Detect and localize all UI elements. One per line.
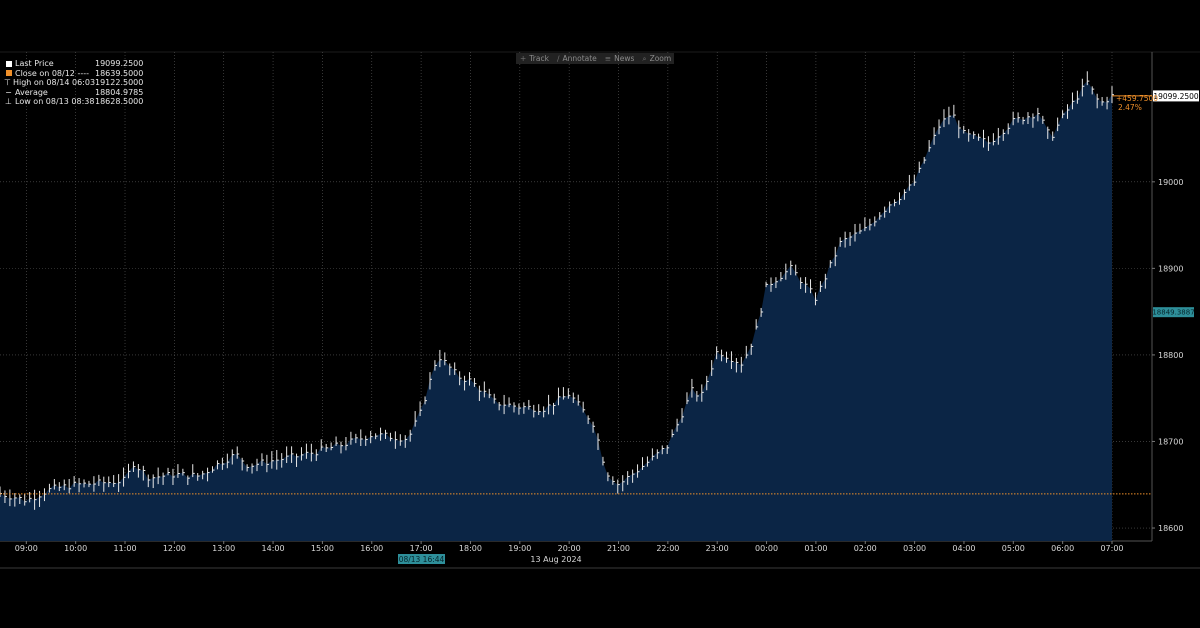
legend-row-low[interactable]: ⊥ Low on 08/13 08:38 18628.5000 [4,97,143,107]
legend-value: 19099.2500 [95,59,144,68]
pencil-icon: ∕ [556,54,560,63]
y-tick-label: 18800 [1158,351,1183,360]
x-tick-label: 14:00 [262,544,285,553]
low-marker-icon: ⊥ [5,97,12,106]
x-tick-label: 03:00 [903,544,926,553]
axis-annotations: 13 Aug 2024 08/13 16:44 19099.2500 +459.… [398,90,1199,564]
cursor-date-box [398,554,445,564]
x-tick-label: 18:00 [459,544,482,553]
x-tick-label: 09:00 [15,544,38,553]
y-tick-label: 18700 [1158,437,1183,446]
track-tool[interactable]: + Track [520,54,549,63]
annotate-label: Annotate [562,54,597,63]
x-tick-label: 19:00 [508,544,531,553]
legend-value: 18628.5000 [95,97,144,106]
x-tick-label: 13:00 [212,544,235,553]
average-label: 18849.3887 [1152,309,1194,317]
annotate-tool[interactable]: ∕ Annotate [557,54,597,63]
zoom-tool[interactable]: ⌕ Zoom [642,54,671,64]
legend-label: Close on 08/12 ---- [15,68,89,78]
x-tick-label: 21:00 [607,544,630,553]
x-tick-label: 22:00 [656,544,679,553]
x-tick-label: 00:00 [755,544,778,553]
news-icon: ≡ [604,54,612,63]
square-swatch-icon [5,60,12,67]
legend-label: High on 08/14 06:03 [12,78,96,87]
x-tick-label: 02:00 [854,544,877,553]
x-tick-label: 07:00 [1100,544,1123,553]
track-label: Track [529,54,549,63]
x-tick-label: 16:00 [360,544,383,553]
x-tick-label: 06:00 [1051,544,1074,553]
x-tick-label: 20:00 [558,544,581,553]
legend-label: Low on 08/13 08:38 [15,97,95,106]
x-tick-label: 04:00 [952,544,975,553]
legend-label: Last Price [15,59,54,68]
high-marker-icon: ⊤ [4,78,11,87]
x-axis-ticks: 09:00 10:00 11:00 12:00 13:00 14:00 15:00 16:00… [15,541,1124,553]
chart-toolbar: + Track ∕ Annotate ≡ News ⌕ Zoom [516,53,674,64]
change-abs-label: +459.7500 [1116,94,1158,103]
legend-label: Average [15,87,48,97]
average-marker-icon: − [5,87,12,97]
last-price-box [1153,90,1199,102]
news-label: News [614,54,635,63]
x-tick-label: 12:00 [163,544,186,553]
x-tick-label: 01:00 [804,544,827,553]
crosshair-icon: + [520,54,527,63]
y-axis-ticks: 18600 18700 18800 18900 19000 [1152,178,1183,533]
legend-value: 19122.5000 [95,78,144,87]
x-tick-label: 23:00 [706,544,729,553]
x-tick-label: 17:00 [410,544,433,553]
x-tick-label: 15:00 [311,544,334,553]
last-price-label: 19099.2500 [1153,92,1199,101]
legend-value: 18639.5000 [95,68,144,78]
legend-value: 18804.9785 [95,87,144,97]
y-tick-label: 18900 [1158,264,1183,273]
x-tick-label: 05:00 [1002,544,1025,553]
zoom-label: Zoom [649,53,672,63]
legend-row-high[interactable]: ⊤ High on 08/14 06:03 19122.5000 [4,78,143,88]
x-tick-label: 10:00 [64,544,87,553]
y-tick-label: 18600 [1158,524,1183,533]
news-tool[interactable]: ≡ News [605,54,635,63]
chart-legend: Last Price 19099.2500 Close on 08/12 ---… [4,59,143,107]
cursor-date-label: 08/13 16:44 [399,555,445,564]
legend-row-last-price[interactable]: Last Price 19099.2500 [4,59,143,69]
average-box [1153,307,1194,318]
x-tick-label: 11:00 [113,544,136,553]
y-tick-label: 19000 [1158,178,1183,187]
change-pct-label: 2.47% [1118,103,1142,112]
legend-row-average[interactable]: − Average 18804.9785 [4,88,143,98]
x-axis-date-label: 13 Aug 2024 [530,555,581,564]
legend-row-close[interactable]: Close on 08/12 ---- 18639.5000 [4,69,143,79]
magnifier-icon: ⌕ [642,53,647,63]
price-area [0,81,1112,541]
square-swatch-icon [5,70,12,77]
price-bars [0,71,1114,510]
